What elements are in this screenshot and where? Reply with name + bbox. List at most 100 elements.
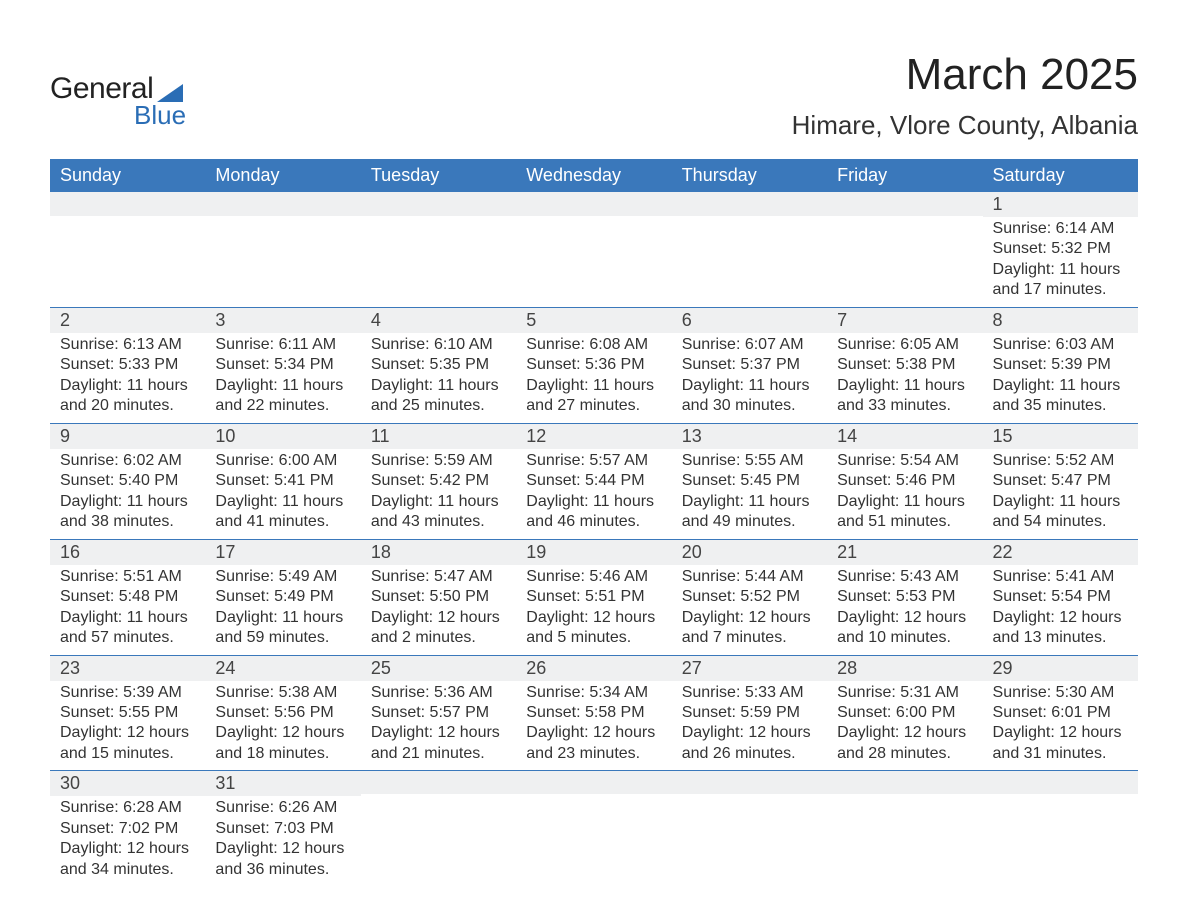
day-content: Sunrise: 6:11 AMSunset: 5:34 PMDaylight:… [205,333,360,423]
day-number: 18 [361,539,516,565]
day-number: 28 [827,655,982,681]
day-content: Sunrise: 5:57 AMSunset: 5:44 PMDaylight:… [516,449,671,539]
calendar-cell: 2Sunrise: 6:13 AMSunset: 5:33 PMDaylight… [50,307,205,423]
calendar-cell: 4Sunrise: 6:10 AMSunset: 5:35 PMDaylight… [361,307,516,423]
sunset-text: Sunset: 5:47 PM [993,471,1128,491]
sunrise-text: Sunrise: 6:05 AM [837,335,972,355]
day-content: Sunrise: 5:39 AMSunset: 5:55 PMDaylight:… [50,681,205,771]
sunrise-text: Sunrise: 5:49 AM [215,567,350,587]
calendar-week-row: 23Sunrise: 5:39 AMSunset: 5:55 PMDayligh… [50,655,1138,771]
day-number: 21 [827,539,982,565]
day-number: 9 [50,423,205,449]
sunset-text: Sunset: 7:02 PM [60,819,195,839]
calendar-cell [516,192,671,307]
day-number: 19 [516,539,671,565]
sunrise-text: Sunrise: 5:54 AM [837,451,972,471]
calendar-cell: 8Sunrise: 6:03 AMSunset: 5:39 PMDaylight… [983,307,1138,423]
day-content: Sunrise: 5:38 AMSunset: 5:56 PMDaylight:… [205,681,360,771]
empty-day-bar [672,770,827,794]
day-content: Sunrise: 5:49 AMSunset: 5:49 PMDaylight:… [205,565,360,655]
daylight-text: Daylight: 11 hours and 22 minutes. [215,376,350,417]
sunrise-text: Sunrise: 5:31 AM [837,683,972,703]
day-number: 11 [361,423,516,449]
calendar-cell: 13Sunrise: 5:55 AMSunset: 5:45 PMDayligh… [672,423,827,539]
daylight-text: Daylight: 12 hours and 34 minutes. [60,839,195,880]
sunset-text: Sunset: 5:56 PM [215,703,350,723]
calendar-cell: 9Sunrise: 6:02 AMSunset: 5:40 PMDaylight… [50,423,205,539]
day-number: 3 [205,307,360,333]
sunrise-text: Sunrise: 6:13 AM [60,335,195,355]
daylight-text: Daylight: 11 hours and 30 minutes. [682,376,817,417]
sunrise-text: Sunrise: 5:38 AM [215,683,350,703]
day-content: Sunrise: 6:07 AMSunset: 5:37 PMDaylight:… [672,333,827,423]
sunrise-text: Sunrise: 5:47 AM [371,567,506,587]
daylight-text: Daylight: 11 hours and 46 minutes. [526,492,661,533]
calendar-cell: 17Sunrise: 5:49 AMSunset: 5:49 PMDayligh… [205,539,360,655]
calendar-cell: 26Sunrise: 5:34 AMSunset: 5:58 PMDayligh… [516,655,671,771]
sunset-text: Sunset: 5:44 PM [526,471,661,491]
calendar-cell: 7Sunrise: 6:05 AMSunset: 5:38 PMDaylight… [827,307,982,423]
daylight-text: Daylight: 12 hours and 28 minutes. [837,723,972,764]
sunset-text: Sunset: 5:40 PM [60,471,195,491]
generalblue-logo: General Blue [50,50,186,131]
calendar-cell [672,770,827,886]
day-number: 16 [50,539,205,565]
calendar-cell: 1Sunrise: 6:14 AMSunset: 5:32 PMDaylight… [983,192,1138,307]
sunset-text: Sunset: 5:50 PM [371,587,506,607]
day-content: Sunrise: 5:44 AMSunset: 5:52 PMDaylight:… [672,565,827,655]
daylight-text: Daylight: 11 hours and 25 minutes. [371,376,506,417]
sunset-text: Sunset: 5:48 PM [60,587,195,607]
daylight-text: Daylight: 12 hours and 36 minutes. [215,839,350,880]
day-number: 29 [983,655,1138,681]
day-content: Sunrise: 5:33 AMSunset: 5:59 PMDaylight:… [672,681,827,771]
day-number: 5 [516,307,671,333]
day-header: Saturday [983,159,1138,192]
calendar-cell: 16Sunrise: 5:51 AMSunset: 5:48 PMDayligh… [50,539,205,655]
sunrise-text: Sunrise: 6:03 AM [993,335,1128,355]
calendar-cell: 12Sunrise: 5:57 AMSunset: 5:44 PMDayligh… [516,423,671,539]
daylight-text: Daylight: 11 hours and 35 minutes. [993,376,1128,417]
daylight-text: Daylight: 11 hours and 43 minutes. [371,492,506,533]
empty-day-bar [50,192,205,216]
calendar-cell [827,770,982,886]
day-content: Sunrise: 5:31 AMSunset: 6:00 PMDaylight:… [827,681,982,771]
daylight-text: Daylight: 12 hours and 15 minutes. [60,723,195,764]
day-content: Sunrise: 5:34 AMSunset: 5:58 PMDaylight:… [516,681,671,771]
calendar-cell: 28Sunrise: 5:31 AMSunset: 6:00 PMDayligh… [827,655,982,771]
sunrise-text: Sunrise: 6:14 AM [993,219,1128,239]
empty-day-bar [516,770,671,794]
calendar-cell: 6Sunrise: 6:07 AMSunset: 5:37 PMDaylight… [672,307,827,423]
sunset-text: Sunset: 5:58 PM [526,703,661,723]
calendar-cell: 19Sunrise: 5:46 AMSunset: 5:51 PMDayligh… [516,539,671,655]
sunset-text: Sunset: 5:42 PM [371,471,506,491]
calendar-cell: 21Sunrise: 5:43 AMSunset: 5:53 PMDayligh… [827,539,982,655]
day-header: Thursday [672,159,827,192]
sunrise-text: Sunrise: 5:46 AM [526,567,661,587]
daylight-text: Daylight: 12 hours and 18 minutes. [215,723,350,764]
day-number: 2 [50,307,205,333]
location-subtitle: Himare, Vlore County, Albania [792,110,1138,141]
sunrise-text: Sunrise: 5:34 AM [526,683,661,703]
day-number: 10 [205,423,360,449]
daylight-text: Daylight: 11 hours and 33 minutes. [837,376,972,417]
day-content: Sunrise: 6:10 AMSunset: 5:35 PMDaylight:… [361,333,516,423]
calendar-week-row: 16Sunrise: 5:51 AMSunset: 5:48 PMDayligh… [50,539,1138,655]
sunset-text: Sunset: 5:49 PM [215,587,350,607]
daylight-text: Daylight: 11 hours and 54 minutes. [993,492,1128,533]
day-content: Sunrise: 5:36 AMSunset: 5:57 PMDaylight:… [361,681,516,771]
sunset-text: Sunset: 5:38 PM [837,355,972,375]
daylight-text: Daylight: 12 hours and 10 minutes. [837,608,972,649]
calendar-cell: 14Sunrise: 5:54 AMSunset: 5:46 PMDayligh… [827,423,982,539]
calendar-cell [361,770,516,886]
empty-day-bar [672,192,827,216]
calendar-cell: 24Sunrise: 5:38 AMSunset: 5:56 PMDayligh… [205,655,360,771]
calendar-cell: 22Sunrise: 5:41 AMSunset: 5:54 PMDayligh… [983,539,1138,655]
daylight-text: Daylight: 12 hours and 13 minutes. [993,608,1128,649]
daylight-text: Daylight: 12 hours and 5 minutes. [526,608,661,649]
sunset-text: Sunset: 5:54 PM [993,587,1128,607]
day-number: 23 [50,655,205,681]
month-title: March 2025 [792,50,1138,100]
day-content: Sunrise: 6:08 AMSunset: 5:36 PMDaylight:… [516,333,671,423]
daylight-text: Daylight: 12 hours and 26 minutes. [682,723,817,764]
sunset-text: Sunset: 5:46 PM [837,471,972,491]
